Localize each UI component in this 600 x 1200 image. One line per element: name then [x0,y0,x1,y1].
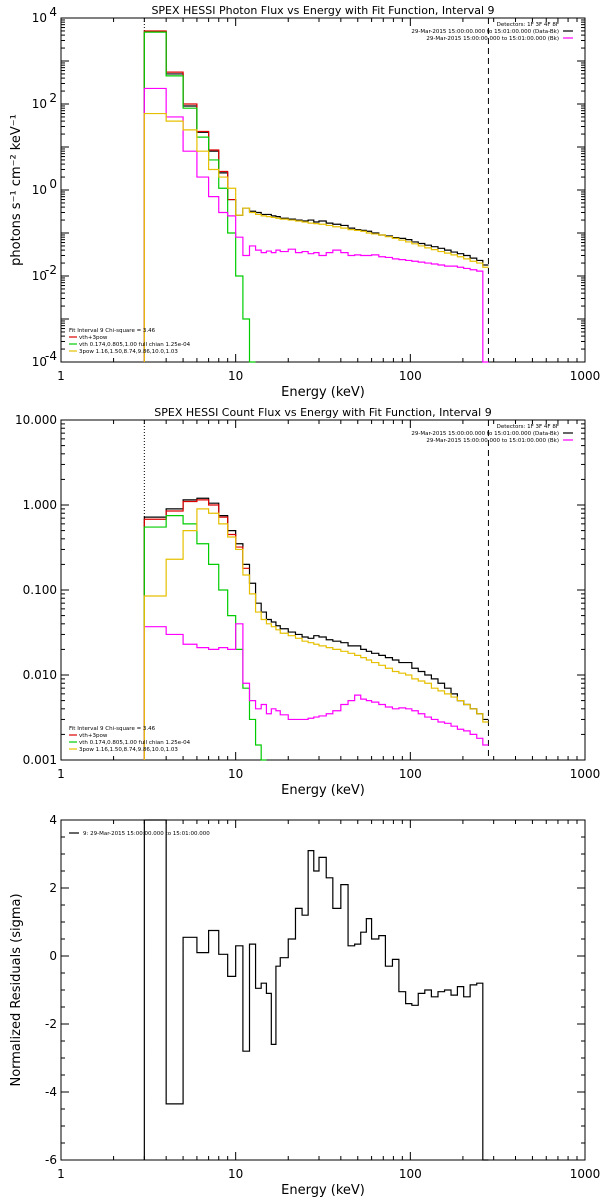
x-tick-label: 1 [57,767,65,781]
y-tick-exponent: 2 [49,91,57,105]
y-tick-label: 0.010 [23,668,57,682]
series-line-2 [143,30,236,362]
x-tick-label: 10 [228,767,243,781]
legend-entry: Fit Interval 9 Chi-square = 3.46 [69,328,156,334]
y-tick-label: -4 [45,1085,57,1099]
y-tick-label: 10 [32,183,47,197]
series-line-5 [143,508,489,760]
plot-frame [60,17,586,363]
legend-entry: 3pow 1.16,1.50,8.74,9.86,10.0,1.03 [79,349,178,355]
x-axis-label: Energy (keV) [281,783,365,798]
legend-entry: vth 0.174,0.805,1.00 full chian 1.25e-04 [79,740,191,746]
legend-entry: Fit Interval 9 Chi-square = 3.46 [69,726,156,732]
legend-entry: vth+3pow [79,335,108,341]
y-axis-label: Normalized Residuals (sigma) [9,893,24,1086]
x-tick-label: 100 [399,1167,422,1181]
y-tick-label: 4 [49,813,57,827]
header-text: 29-Mar-2015 15:00:00.000 to 15:01:00.000… [411,431,559,437]
chart-title: SPEX HESSI Photon Flux vs Energy with Fi… [151,4,494,17]
header-text: 29-Mar-2015 15:00:00.000 to 15:01:00.000… [411,29,559,35]
header-text: Detectors: 1F 3F 4F 8F [497,424,559,430]
header-text: 29-Mar-2015 15:00:00.000 to 15:01:00.000… [426,438,559,444]
y-tick-label: 10 [32,97,47,111]
plot-frame [60,419,586,761]
legend-entry: vth 0.174,0.805,1.00 full chian 1.25e-04 [79,342,191,348]
x-tick-label: 1 [57,1167,65,1181]
y-tick-label: 2 [49,881,57,895]
y-tick-exponent: 0 [49,177,57,191]
series-line-5 [143,112,489,362]
x-tick-label: 1000 [570,767,600,781]
plot-frame [60,819,586,1161]
legend-entry: 9: 29-Mar-2015 15:00:00.000 to 15:01:00.… [83,831,210,837]
x-tick-label: 10 [228,1167,243,1181]
y-tick-label: 10 [32,11,47,25]
legend-entry: vth+3pow [79,733,108,739]
x-tick-label: 1000 [570,1167,600,1181]
chart-panel-3: 1 10 100 1000 -6 -4 -2 0 2 4 Energy (keV) Normalize… [9,813,600,1198]
series-line-1 [143,819,489,1161]
y-tick-label: 10.000 [15,413,57,427]
header-text: Detectors: 1F 3F 4F 8F [497,22,559,28]
series-line-3 [143,515,267,761]
y-tick-exponent: -4 [45,349,57,363]
y-tick-label: -2 [45,1017,57,1031]
y-tick-exponent: -2 [45,263,57,277]
chart-title: SPEX HESSI Count Flux vs Energy with Fit… [154,406,491,419]
x-tick-label: 100 [399,767,422,781]
series-line-1 [143,497,489,760]
y-tick-label: -6 [45,1153,57,1167]
x-tick-label: 10 [228,369,243,383]
y-tick-label: 0.001 [23,753,57,767]
x-axis-label: Energy (keV) [281,1183,365,1198]
y-tick-label: 1.000 [23,498,57,512]
x-tick-label: 100 [399,369,422,383]
series-line-4 [143,623,489,760]
series-line-3 [143,31,256,363]
x-axis-label: Energy (keV) [281,385,365,400]
y-axis-label: photons s⁻¹ cm⁻² keV⁻¹ [9,114,24,266]
series-line-1 [143,31,489,362]
header-text: 29-Mar-2015 15:00:00.000 to 15:01:00.000… [426,36,559,42]
y-tick-label: 0.100 [23,583,57,597]
y-tick-exponent: 4 [49,5,57,19]
y-tick-label: 10 [32,355,47,369]
y-tick-label: 10 [32,269,47,283]
chart-panel-2: 1 10 100 1000 0.001 0.010 0.100 1.000 10.000 SPEX… [15,406,600,798]
y-tick-label: 0 [49,949,57,963]
legend-entry: 3pow 1.16,1.50,8.74,9.86,10.0,1.03 [79,747,178,753]
x-tick-label: 1 [57,369,65,383]
series-line-4 [143,87,489,363]
x-tick-label: 1000 [570,369,600,383]
